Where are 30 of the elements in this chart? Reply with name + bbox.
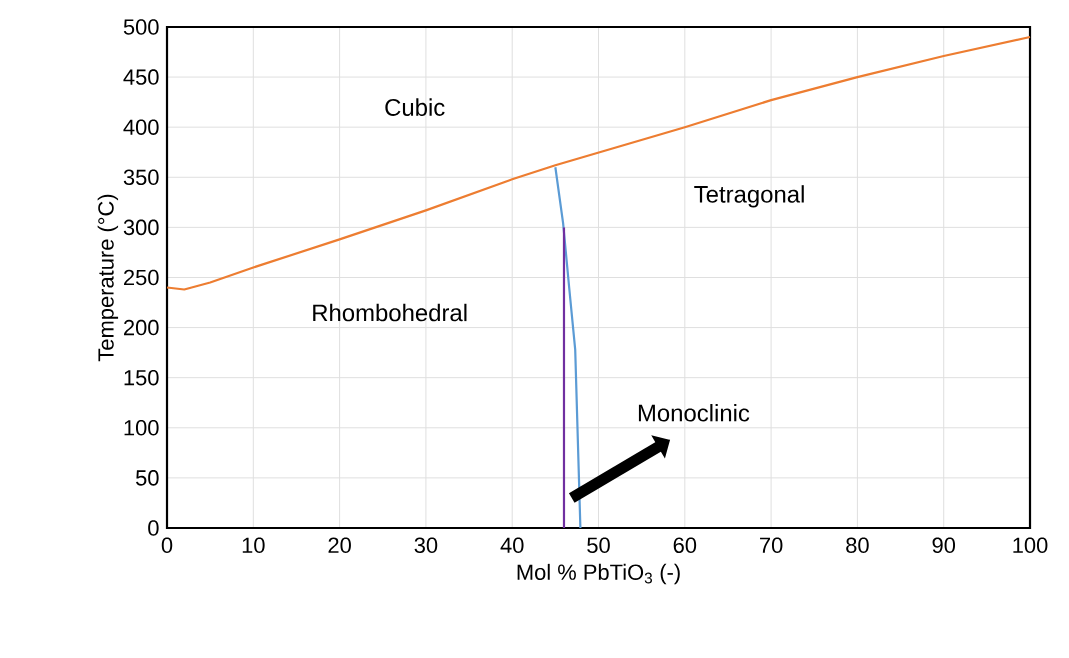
x-tick-label: 0 (161, 537, 173, 554)
annotation: Cubic (385, 98, 445, 116)
x-tick-label: 70 (760, 537, 783, 554)
x-tick-label: 10 (242, 537, 265, 554)
y-tick-label: 200 (124, 319, 159, 336)
y-tick-label: 450 (123, 69, 159, 85)
annotation: Tetragonal (694, 185, 804, 208)
y-axis-title: Temperature (°C) (97, 194, 119, 362)
y-tick-label: 350 (123, 169, 159, 186)
x-tick-label: 50 (587, 537, 610, 554)
x-tick-label: 90 (932, 537, 956, 554)
y-tick-label: 100 (124, 420, 159, 436)
x-tick-label: 80 (846, 537, 869, 554)
annotation: Rhombohedral (313, 303, 467, 322)
annotation: Monoclinic (638, 403, 750, 422)
x-axis-title: Mol % PbTiO$_{3}$ (-) (517, 563, 680, 585)
x-tick-label: 30 (414, 537, 438, 554)
x-tick-label: 100 (1013, 537, 1048, 554)
y-tick-label: 50 (135, 470, 159, 486)
y-tick-label: 150 (124, 369, 159, 386)
y-tick-label: 0 (148, 520, 159, 536)
line-series (554, 166, 582, 530)
x-tick-label: 20 (328, 537, 351, 554)
y-tick-label: 250 (124, 269, 159, 286)
x-tick-label: 60 (673, 537, 697, 554)
x-tick-label: 40 (500, 537, 524, 554)
y-tick-label: 500 (123, 19, 159, 35)
y-tick-label: 400 (123, 119, 159, 135)
line-series (165, 35, 1032, 291)
y-tick-label: 300 (123, 219, 159, 236)
